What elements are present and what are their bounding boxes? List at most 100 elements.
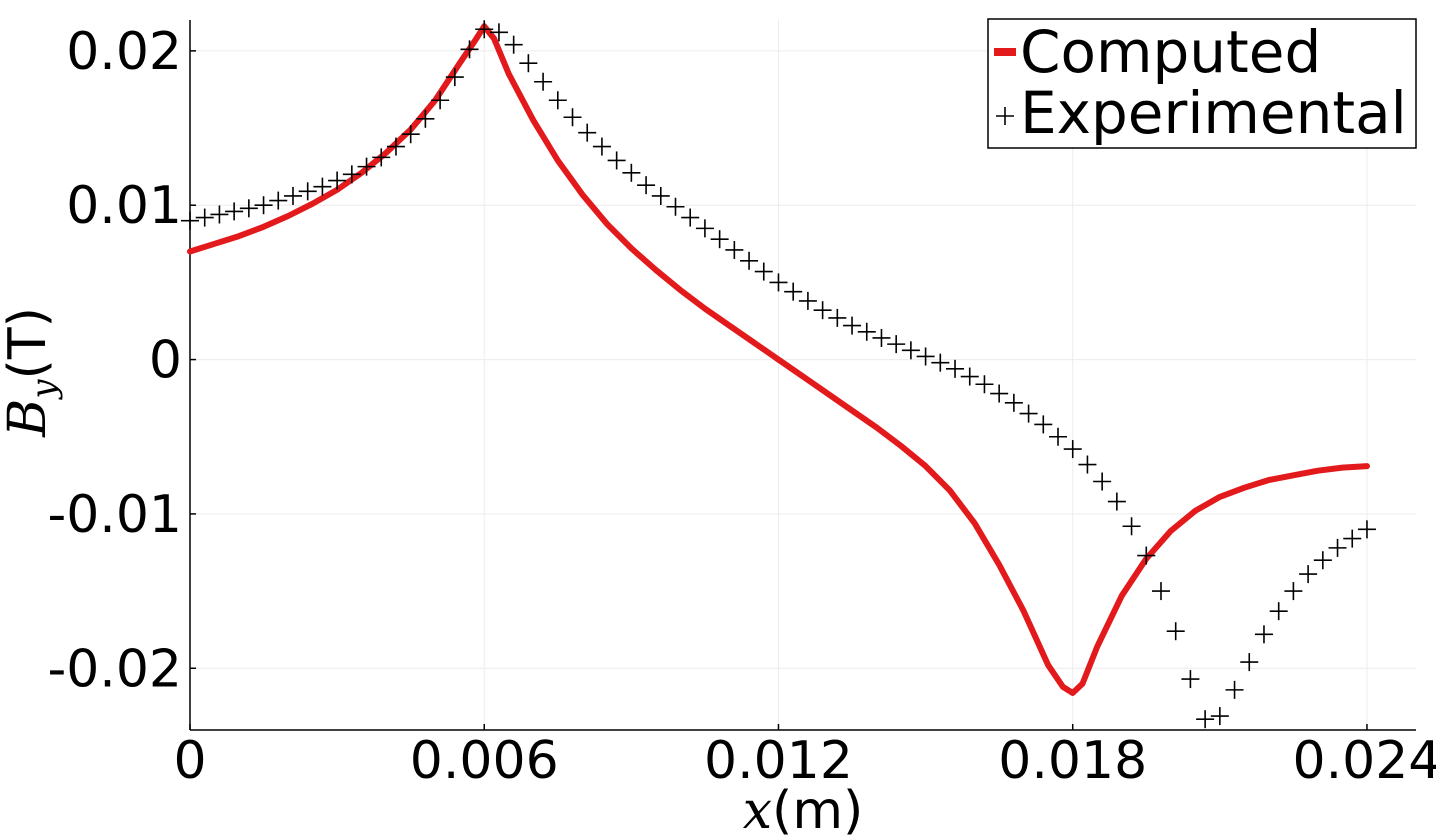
- experimental-point: [813, 301, 832, 320]
- experimental-point: [1254, 625, 1273, 644]
- experimental-point: [828, 308, 847, 327]
- experimental-point: [784, 282, 803, 301]
- experimental-point: [843, 316, 862, 335]
- experimental-point: [1078, 455, 1097, 474]
- experimental-point: [563, 108, 582, 127]
- x-ticks: 0 0.006 0.012 0.018 0.024: [173, 724, 1436, 791]
- experimental-point: [1137, 546, 1156, 565]
- experimental-point: [725, 240, 744, 259]
- y-tick-label: 0.02: [66, 22, 182, 82]
- legend-box: [987, 18, 1417, 149]
- experimental-point: [475, 20, 494, 39]
- experimental-point: [1328, 538, 1347, 557]
- experimental-point: [372, 148, 391, 167]
- experimental-point: [578, 123, 597, 142]
- experimental-point: [931, 353, 950, 372]
- experimental-point: [1357, 520, 1376, 539]
- x-tick-label: 0.012: [704, 731, 853, 791]
- experimental-point: [416, 109, 435, 128]
- experimental-point: [1240, 653, 1259, 672]
- experimental-point: [460, 40, 479, 59]
- experimental-point: [313, 177, 332, 196]
- experimental-point: [1181, 670, 1200, 689]
- experimental-point: [916, 347, 935, 366]
- experimental-point: [1313, 551, 1332, 570]
- experimental-point: [666, 197, 685, 216]
- experimental-point: [1225, 680, 1244, 699]
- legend-label-experimental: Experimental: [1020, 79, 1407, 147]
- x-tick-label: 0.024: [1293, 731, 1436, 791]
- experimental-point: [769, 273, 788, 292]
- legend-swatch-experimental: [996, 107, 1014, 125]
- experimental-point: [1166, 622, 1185, 641]
- experimental-point: [1107, 492, 1126, 511]
- experimental-point: [1343, 529, 1362, 548]
- experimental-point: [1151, 582, 1170, 601]
- experimental-point: [1122, 517, 1141, 536]
- experimental-point: [1019, 404, 1038, 423]
- experimental-point: [445, 68, 464, 87]
- experimental-point: [1049, 427, 1068, 446]
- experimental-point: [1210, 707, 1229, 726]
- experimental-point: [622, 163, 641, 182]
- experimental-point: [1093, 472, 1112, 491]
- experimental-point: [195, 208, 214, 227]
- y-tick-label: -0.01: [47, 485, 182, 545]
- experimental-point: [342, 165, 361, 184]
- experimental-point: [534, 72, 553, 91]
- experimental-point: [901, 341, 920, 360]
- experimental-point: [1196, 710, 1215, 729]
- experimental-point: [651, 186, 670, 205]
- y-tick-label: 0: [149, 331, 182, 391]
- experimental-point: [754, 262, 773, 281]
- experimental-point: [548, 91, 567, 110]
- x-tick-label: 0: [173, 731, 206, 791]
- experimental-point: [990, 384, 1009, 403]
- computed-line: [187, 23, 1370, 696]
- experimental-point: [225, 202, 244, 221]
- experimental-point: [519, 54, 538, 73]
- experimental-point: [1004, 393, 1023, 412]
- experimental-point: [740, 251, 759, 270]
- series-experimental: [181, 20, 1376, 729]
- experimental-point: [887, 335, 906, 354]
- experimental-point: [357, 157, 376, 176]
- experimental-point: [960, 367, 979, 386]
- experimental-point: [239, 199, 258, 218]
- y-tick-label: 0.01: [66, 176, 182, 236]
- experimental-point: [607, 151, 626, 170]
- experimental-point: [681, 208, 700, 227]
- experimental-point: [857, 322, 876, 341]
- experimental-point: [328, 171, 347, 190]
- x-axis-label: x(m): [743, 781, 864, 836]
- legend-label-computed: Computed: [1020, 18, 1321, 86]
- experimental-point: [710, 230, 729, 249]
- experimental-point: [254, 196, 273, 215]
- experimental-point: [798, 291, 817, 310]
- legend: Computed Experimental: [987, 18, 1417, 149]
- experimental-point: [401, 125, 420, 144]
- experimental-point: [298, 182, 317, 201]
- experimental-point: [1284, 582, 1303, 601]
- experimental-point: [637, 176, 656, 195]
- experimental-point: [872, 328, 891, 347]
- experimental-point: [592, 137, 611, 156]
- experimental-point: [975, 375, 994, 394]
- experimental-point: [1063, 440, 1082, 459]
- experimental-point: [946, 359, 965, 378]
- axes: [189, 20, 1416, 731]
- x-tick-label: 0.006: [410, 731, 559, 791]
- y-ticks: -0.02 -0.01 0 0.01 0.02: [47, 22, 196, 699]
- experimental-point: [489, 23, 508, 42]
- experimental-point: [431, 91, 450, 110]
- experimental-point: [504, 35, 523, 54]
- series-computed: [187, 23, 1370, 696]
- experimental-point: [269, 191, 288, 210]
- experimental-point: [283, 186, 302, 205]
- experimental-point: [386, 137, 405, 156]
- experimental-point: [695, 219, 714, 238]
- experimental-point: [1299, 565, 1318, 584]
- experimental-point: [210, 205, 229, 224]
- y-axis-label: By(T): [0, 307, 64, 438]
